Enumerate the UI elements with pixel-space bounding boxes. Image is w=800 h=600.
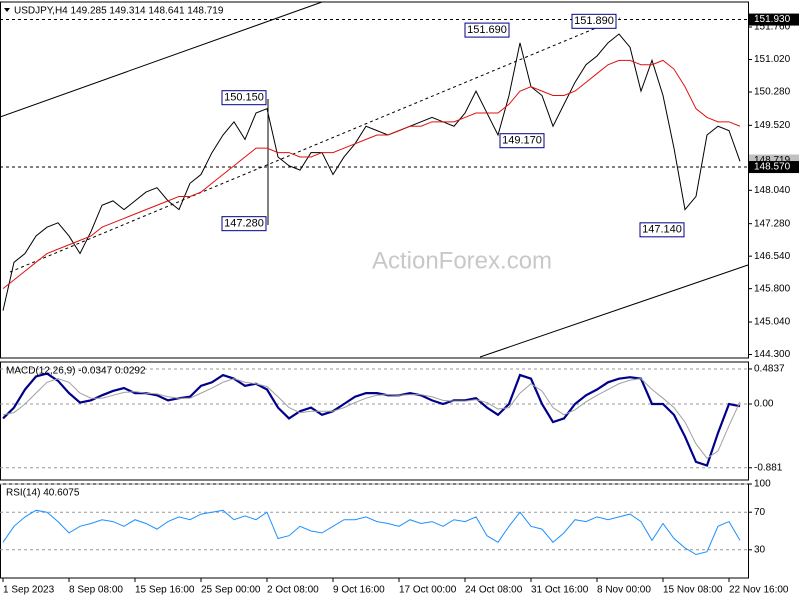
x-tick-label: 8 Nov 00:00 — [597, 585, 651, 596]
annotation-box — [464, 22, 510, 38]
series-line — [2, 372, 741, 467]
channel-line — [479, 264, 749, 358]
x-tick-label: 15 Sep 16:00 — [135, 585, 195, 596]
x-tick-label: 24 Oct 08:00 — [465, 585, 523, 596]
series-line — [2, 378, 741, 459]
x-tick-label: 9 Oct 16:00 — [333, 585, 385, 596]
y-tick-label: 0.00 — [754, 399, 774, 410]
y-tick-label: 149.520 — [754, 120, 791, 131]
x-tick-label: 15 Nov 08:00 — [663, 585, 723, 596]
x-tick-label: 25 Sep 00:00 — [201, 585, 261, 596]
annotation-box — [221, 216, 267, 232]
annotation-box — [571, 13, 617, 29]
series-line — [2, 59, 741, 290]
y-tick-label: -0.881 — [754, 462, 783, 473]
annotation-box — [639, 222, 685, 238]
y-tick-label: 30 — [754, 544, 766, 555]
x-tick-label: 1 Sep 2023 — [3, 585, 55, 596]
y-tick-label: 145.040 — [754, 317, 791, 328]
y-tick-label: 146.540 — [754, 251, 791, 262]
watermark: ActionForex.com — [372, 247, 552, 274]
annotation-label: 151.690 — [467, 24, 507, 36]
annotation-label: 149.170 — [502, 135, 542, 147]
level-box — [749, 13, 799, 26]
panel-title: USDJPY,H4 149.285 149.314 148.641 148.71… — [14, 6, 224, 17]
channel-line — [0, 1, 323, 118]
panel-frame — [0, 361, 749, 481]
annotation-label: 150.150 — [224, 92, 264, 104]
y-tick-label: 144.300 — [754, 349, 791, 360]
level-box — [749, 161, 799, 174]
annotation-label: 147.280 — [224, 218, 264, 230]
x-tick-label: 17 Oct 00:00 — [399, 585, 457, 596]
x-tick-label: 2 Oct 08:00 — [267, 585, 319, 596]
y-tick-label: 0.4837 — [754, 364, 785, 375]
annotation-label: 147.140 — [642, 224, 682, 236]
trend-line — [9, 17, 621, 273]
x-tick-label: 22 Nov 16:00 — [729, 585, 789, 596]
panel-title: MACD(12,26,9) -0.0347 0.0292 — [6, 366, 146, 377]
level-label: 151.930 — [754, 14, 791, 25]
series-line — [2, 509, 741, 556]
panel-title: RSI(14) 40.6075 — [6, 488, 80, 499]
menu-icon — [4, 8, 10, 12]
y-tick-label: 151.760 — [754, 22, 791, 33]
series-line — [2, 33, 741, 311]
y-tick-label: 70 — [754, 507, 766, 518]
y-tick-label: 150.280 — [754, 87, 791, 98]
y-tick-label: 151.020 — [754, 54, 791, 65]
x-tick-label: 8 Sep 08:00 — [69, 585, 123, 596]
panel-frame — [0, 1, 749, 359]
last-price-label: 148.719 — [754, 155, 791, 166]
annotation-box — [221, 90, 267, 106]
y-tick-label: 100 — [754, 479, 771, 490]
level-label: 148.570 — [754, 162, 791, 173]
annotation-label: 151.890 — [574, 15, 614, 27]
x-tick-label: 31 Oct 16:00 — [531, 585, 589, 596]
annotation-box — [499, 133, 545, 149]
y-tick-label: 147.280 — [754, 218, 791, 229]
y-tick-label: 148.040 — [754, 185, 791, 196]
y-tick-label: 145.800 — [754, 283, 791, 294]
